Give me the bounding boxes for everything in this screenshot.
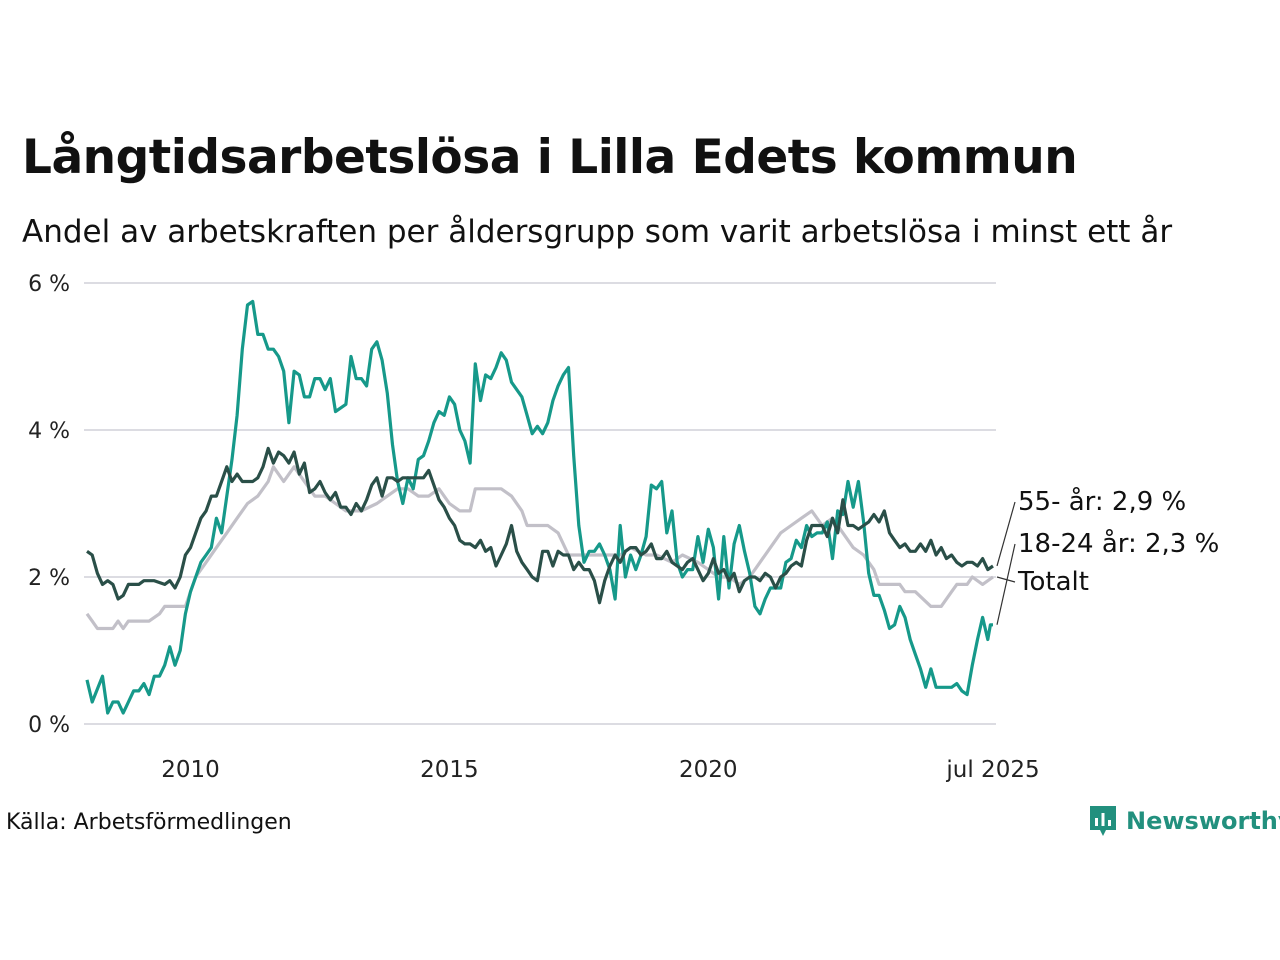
x-axis-ticks: 2010 2015 2020 jul 2025 (161, 757, 1039, 783)
label-leader-line (996, 501, 1016, 567)
x-tick-label: jul 2025 (945, 757, 1039, 783)
y-tick-label: 0 % (28, 713, 70, 738)
label-leader-line (996, 576, 1016, 583)
line-chart: 0 % 2 % 4 % 6 % 2010 2015 2020 jul 2025 Totalt… (28, 272, 1219, 783)
brand-logo: Newsworthy (1088, 804, 1280, 838)
series-lines (85, 299, 994, 715)
series-label-totalt: Totalt (1017, 567, 1089, 597)
series-line-18-24-r (85, 299, 993, 715)
y-axis-ticks: 0 % 2 % 4 % 6 % (28, 272, 70, 738)
gridlines (84, 282, 996, 725)
chart-title: Långtidsarbetslösa i Lilla Edets kommun (22, 130, 1078, 185)
series-labels: Totalt 18-24 år: 2,3 % 55- år: 2,9 % (996, 486, 1219, 625)
label-leader-line (996, 543, 1016, 625)
newsworthy-logo-icon (1090, 806, 1116, 836)
series-line-55-r (86, 446, 994, 605)
series-line-totalt (85, 465, 994, 631)
y-tick-label: 6 % (28, 272, 70, 297)
brand-name: Newsworthy (1126, 807, 1280, 835)
series-label-55-r: 55- år: 2,9 % (1018, 486, 1186, 517)
y-tick-label: 4 % (28, 419, 70, 444)
source-note: Källa: Arbetsförmedlingen (6, 810, 292, 835)
x-tick-label: 2010 (161, 757, 220, 783)
x-tick-label: 2020 (679, 757, 738, 783)
chart-subtitle: Andel av arbetskraften per åldersgrupp s… (22, 214, 1173, 250)
y-tick-label: 2 % (28, 566, 70, 591)
series-label-18-24-r: 18-24 år: 2,3 % (1018, 528, 1219, 559)
x-tick-label: 2015 (420, 757, 479, 783)
